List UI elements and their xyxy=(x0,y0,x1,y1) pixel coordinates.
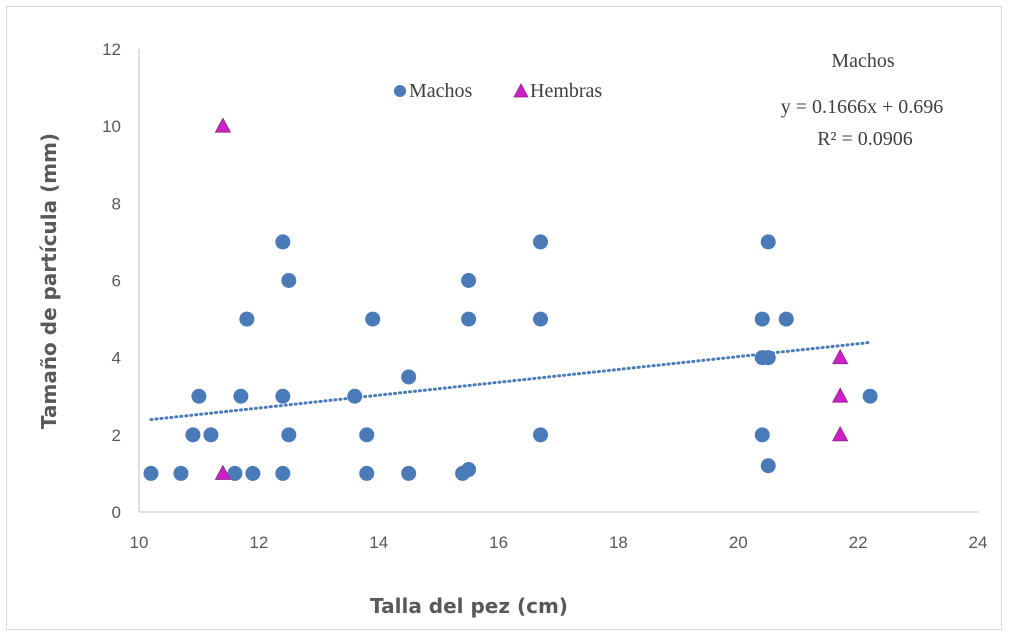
legend-label-hembras: Hembras xyxy=(530,80,602,102)
y-tick-label: 0 xyxy=(112,503,121,522)
data-point-machos xyxy=(533,427,548,442)
annotation-equation: y = 0.1666x + 0.696 xyxy=(781,96,944,118)
data-point-machos xyxy=(239,312,254,327)
data-point-machos xyxy=(461,462,476,477)
data-point-machos xyxy=(461,273,476,288)
data-point-machos xyxy=(761,458,776,473)
data-point-machos xyxy=(359,427,374,442)
y-tick-label: 12 xyxy=(102,40,121,59)
x-tick-label: 24 xyxy=(969,533,988,552)
legend: Machos Hembras xyxy=(394,80,602,102)
data-point-machos xyxy=(275,466,290,481)
y-tick-label: 8 xyxy=(112,194,121,213)
data-point-hembras xyxy=(833,427,848,441)
data-point-machos xyxy=(191,389,206,404)
data-point-machos xyxy=(173,466,188,481)
data-point-machos xyxy=(755,312,770,327)
x-tick-labels: 10 12 14 16 18 20 22 24 xyxy=(130,533,988,552)
data-point-machos xyxy=(281,273,296,288)
data-point-machos xyxy=(245,466,260,481)
x-tick-label: 18 xyxy=(609,533,628,552)
y-axis-title: Tamaño de partícula (mm) xyxy=(37,133,61,429)
annotation-title: Machos xyxy=(831,50,895,72)
data-point-machos xyxy=(401,466,416,481)
data-point-machos xyxy=(347,389,362,404)
data-point-machos xyxy=(365,312,380,327)
y-tick-labels: 0 2 4 6 8 10 12 xyxy=(102,40,121,522)
data-point-machos xyxy=(203,427,218,442)
x-tick-label: 14 xyxy=(369,533,388,552)
legend-label-machos: Machos xyxy=(409,80,473,102)
data-point-machos xyxy=(275,389,290,404)
data-points xyxy=(143,118,877,481)
data-point-machos xyxy=(533,312,548,327)
data-point-machos xyxy=(143,466,158,481)
y-tick-label: 4 xyxy=(112,349,121,368)
data-point-machos xyxy=(401,369,416,384)
data-point-machos xyxy=(761,234,776,249)
legend-marker-machos xyxy=(394,85,406,97)
data-point-hembras xyxy=(215,118,230,132)
chart-frame: 0 2 4 6 8 10 12 10 12 14 16 18 20 22 24 Talla del pez… xyxy=(6,6,1002,630)
x-tick-label: 10 xyxy=(130,533,149,552)
data-point-machos xyxy=(779,312,794,327)
y-tick-label: 10 xyxy=(102,117,121,136)
legend-marker-hembras xyxy=(514,84,528,97)
data-point-machos xyxy=(185,427,200,442)
x-tick-label: 16 xyxy=(489,533,508,552)
x-tick-label: 12 xyxy=(249,533,268,552)
trendline-annotation: Machos y = 0.1666x + 0.696 R² = 0.0906 xyxy=(781,50,944,150)
data-point-machos xyxy=(461,312,476,327)
axes xyxy=(139,49,978,512)
y-tick-label: 2 xyxy=(112,426,121,445)
data-point-machos xyxy=(761,350,776,365)
y-tick-label: 6 xyxy=(112,272,121,291)
data-point-machos xyxy=(233,389,248,404)
x-tick-label: 20 xyxy=(729,533,748,552)
x-tick-label: 22 xyxy=(849,533,868,552)
x-axis-title: Talla del pez (cm) xyxy=(370,594,568,618)
data-point-machos xyxy=(533,234,548,249)
data-point-machos xyxy=(281,427,296,442)
data-point-machos xyxy=(863,389,878,404)
data-point-machos xyxy=(275,234,290,249)
data-point-machos xyxy=(359,466,374,481)
annotation-r-squared: R² = 0.0906 xyxy=(817,128,913,150)
data-point-machos xyxy=(755,427,770,442)
data-point-hembras xyxy=(833,350,848,364)
data-point-hembras xyxy=(833,388,848,402)
